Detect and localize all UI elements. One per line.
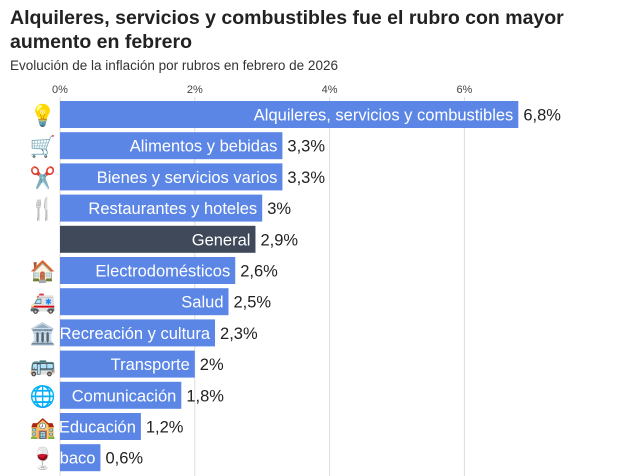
- category-icon: 🚌: [30, 354, 56, 377]
- category-icon: 🚑: [30, 292, 56, 315]
- bar-value-label: 2%: [200, 356, 224, 374]
- bar-category-label: Transporte: [111, 356, 190, 374]
- chart-subtitle: Evolución de la inflación por rubros en …: [10, 58, 338, 73]
- bar-value-label: 2,6%: [240, 263, 278, 281]
- bar-value-label: 1,2%: [146, 419, 184, 437]
- category-icon: 💡: [30, 103, 56, 128]
- bar-category-label: Alimentos y bebidas: [130, 138, 278, 156]
- category-icon: 🛒: [30, 134, 56, 159]
- bar-value-label: 2,5%: [234, 294, 272, 312]
- bar-category-label: Alquileres, servicios y combustibles: [254, 107, 514, 125]
- bar: [60, 132, 283, 160]
- bar-category-label: Salud: [181, 294, 223, 312]
- bar-value-label: 2,3%: [220, 325, 258, 343]
- bar: [60, 257, 236, 284]
- chart-title: Alquileres, servicios y combustibles fue…: [10, 7, 564, 53]
- bar: [60, 319, 216, 347]
- category-icon: 🍷: [30, 446, 56, 471]
- bar-value-label: 1,8%: [186, 387, 224, 405]
- bar-category-label: Restaurantes y hoteles: [88, 200, 257, 218]
- bar-value-label: 0,6%: [105, 450, 143, 468]
- x-tick-label: 2%: [187, 84, 203, 96]
- category-icon: 🍴: [30, 196, 56, 222]
- category-icon: 🏛️: [30, 321, 56, 346]
- bar: [60, 225, 256, 253]
- category-icon: 🌐: [30, 383, 56, 408]
- bar-value-label: 3,3%: [287, 169, 325, 187]
- bar: [60, 381, 182, 409]
- x-tick-label: 4%: [322, 84, 338, 96]
- bar-category-label: Educación: [59, 419, 136, 437]
- bar: [60, 413, 141, 440]
- bar-value-label: 6,8%: [523, 107, 561, 125]
- bar-category-label: Electrodomésticos: [95, 263, 230, 281]
- bar: [60, 350, 195, 378]
- x-tick-label: 0%: [52, 84, 68, 96]
- bar-category-label: Tabaco: [42, 450, 95, 468]
- category-icon: ✂️: [30, 165, 56, 190]
- bar-value-label: 3,3%: [287, 138, 325, 156]
- bar-category-label: General: [192, 231, 251, 249]
- bar-value-label: 3%: [267, 200, 291, 218]
- bar: [60, 288, 229, 316]
- bar-value-label: 2,9%: [260, 231, 298, 249]
- category-icon: 🏠: [30, 260, 56, 284]
- bar-category-label: Recreación y cultura: [60, 325, 211, 343]
- bar: [60, 163, 283, 191]
- x-tick-label: 6%: [456, 84, 472, 96]
- category-icon: 🏫: [30, 417, 56, 440]
- bar: [60, 194, 263, 222]
- bar: [60, 101, 519, 128]
- bar: [60, 444, 101, 472]
- bar-category-label: Comunicación: [72, 387, 177, 405]
- bar-category-label: Bienes y servicios varios: [97, 169, 278, 187]
